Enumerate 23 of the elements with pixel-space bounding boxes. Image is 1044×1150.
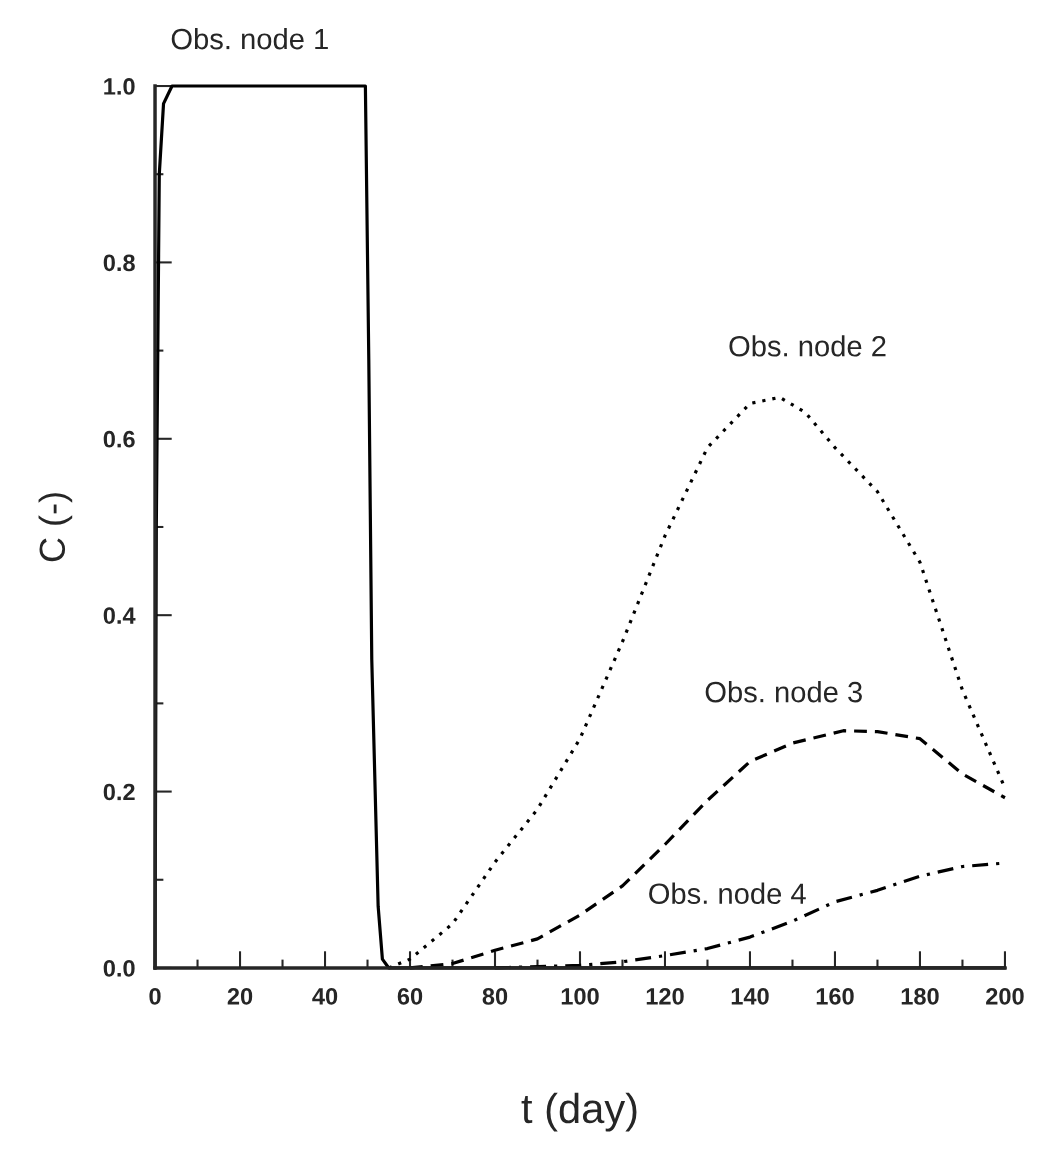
x-tick-label: 120 [646, 988, 684, 1005]
x-tick-label: 0 [149, 988, 161, 1005]
x-tick-label: 160 [816, 988, 854, 1005]
x-tick-label: 140 [731, 988, 769, 1005]
y-tick-label: 1.0 [104, 78, 135, 95]
x-tick-label: 200 [986, 988, 1024, 1005]
y-axis-title: C (-) [38, 493, 73, 562]
y-tick-label: 0.0 [103, 960, 135, 977]
x-tick-label: 80 [482, 988, 508, 1005]
x-tick-label: 100 [561, 988, 599, 1005]
series-label: Obs. node 4 [649, 882, 806, 905]
x-tick-label: 60 [397, 988, 423, 1005]
series-label: Obs. node 1 [171, 27, 328, 50]
y-tick-label: 0.2 [103, 783, 135, 801]
y-tick-label: 0.8 [103, 254, 135, 272]
x-tick-label: 20 [227, 988, 253, 1005]
series-label: Obs. node 3 [705, 681, 862, 703]
y-tick-label: 0.4 [103, 607, 136, 624]
y-tick-label: 0.6 [103, 430, 135, 448]
x-tick-label: 180 [901, 988, 939, 1005]
x-axis-title: t (day) [521, 1092, 637, 1132]
x-tick-label: 40 [312, 988, 338, 1005]
series-label: Obs. node 2 [729, 335, 886, 357]
